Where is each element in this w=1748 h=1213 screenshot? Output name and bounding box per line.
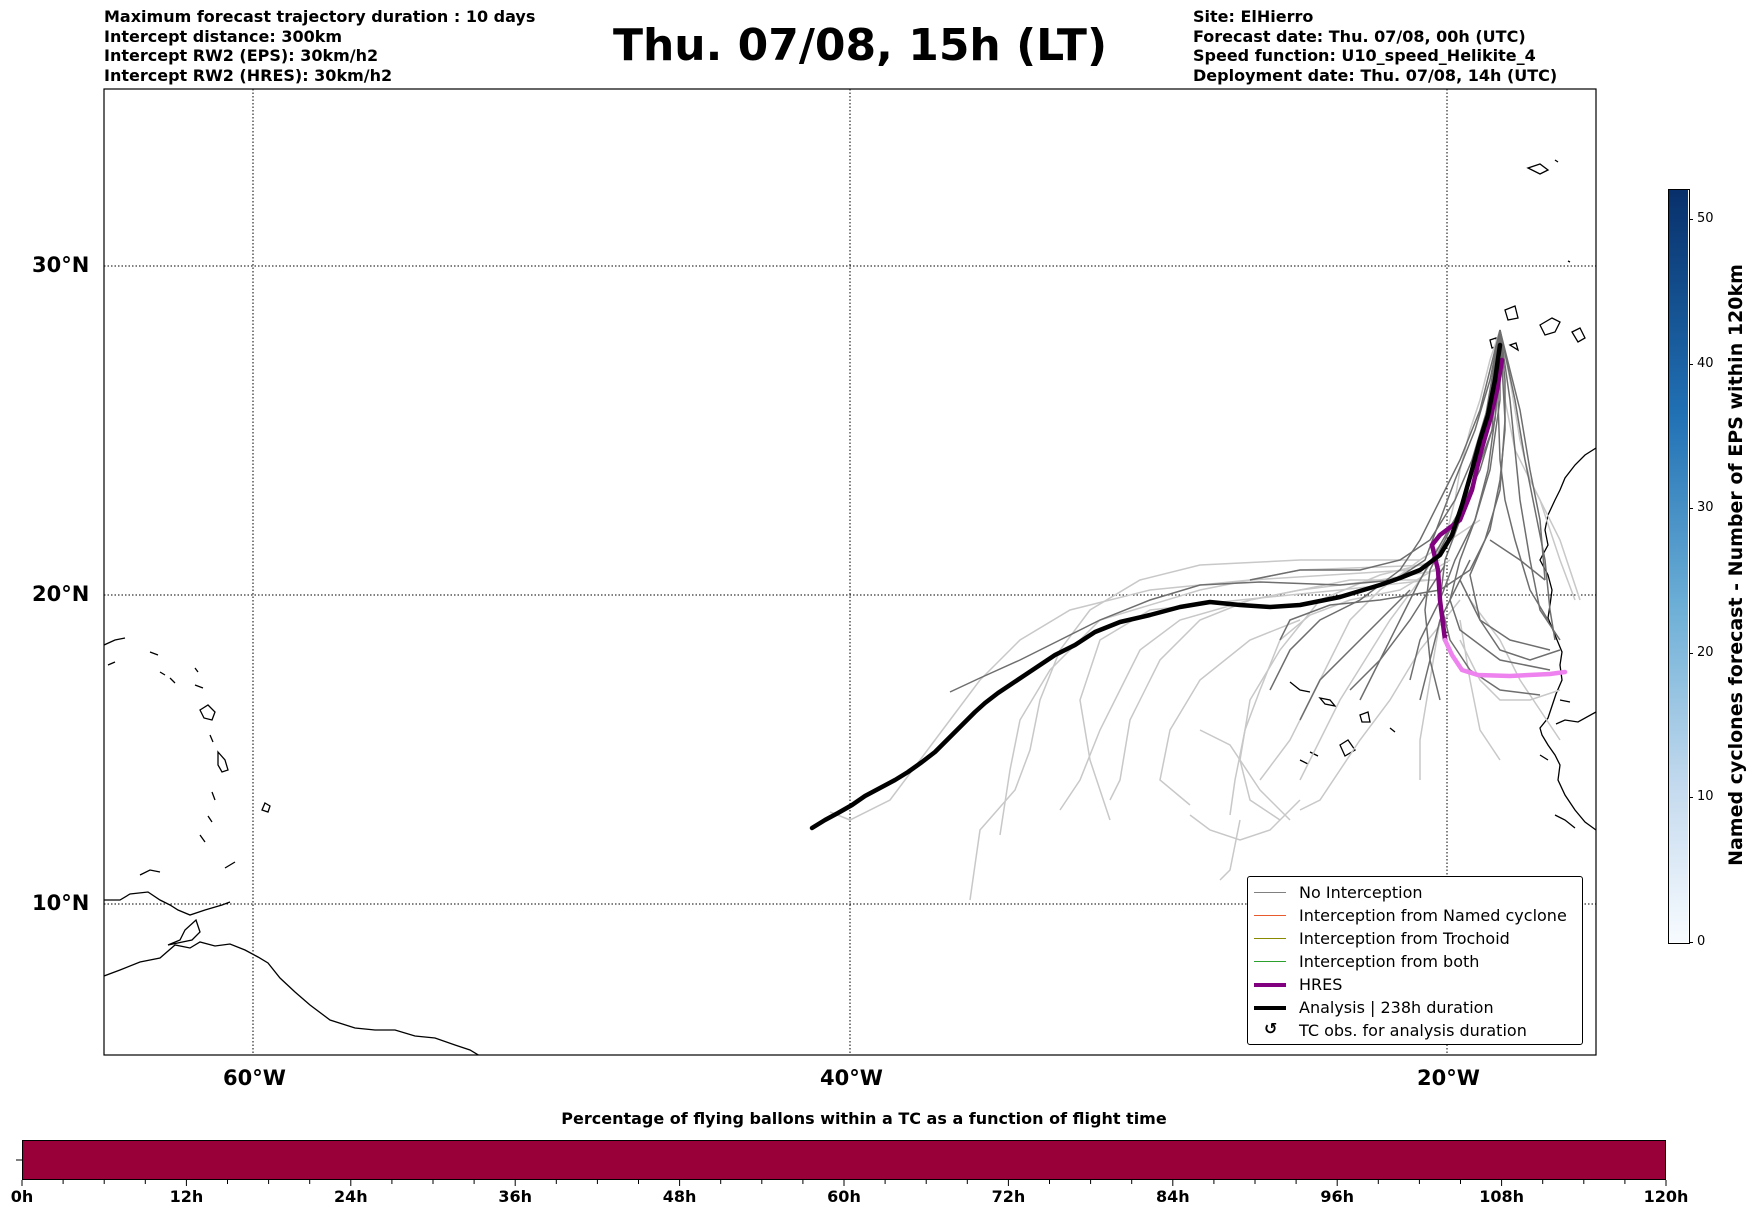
percentage-bar (22, 1140, 1666, 1180)
legend-swatch (1254, 983, 1286, 987)
cyclone-symbol-icon: ↺ (1264, 1019, 1278, 1038)
lon-tick-20w: 20°W (1417, 1066, 1480, 1090)
percentage-bar-tick: 48h (662, 1187, 697, 1206)
colorbar-tick-10: 10 (1697, 789, 1714, 804)
colorbar-fill (1669, 190, 1688, 942)
coast-south-america (104, 941, 480, 1055)
eps-trajectories-light (829, 329, 1581, 901)
percentage-bar-minor-ticks (21, 1180, 1667, 1186)
legend-swatch (1254, 1006, 1286, 1010)
percentage-bar-tick: 84h (1155, 1187, 1190, 1206)
coast-antilles (104, 637, 271, 876)
coast-trinidad (167, 918, 201, 946)
legend-item-both: Interception from both (1248, 952, 1582, 972)
colorbar-label: Named cyclones forecast - Number of EPS … (1725, 264, 1747, 866)
percentage-bar-tick: 60h (827, 1187, 861, 1206)
legend-label: HRES (1299, 975, 1343, 994)
legend-item-analysis: Analysis | 238h duration (1248, 998, 1582, 1018)
percentage-bar-tick: 36h (498, 1187, 533, 1206)
site-name: Site: ElHierro (1193, 7, 1314, 26)
speed-function: Speed function: U10_speed_Helikite_4 (1193, 46, 1536, 65)
colorbar (1668, 189, 1690, 944)
legend-label: Interception from both (1299, 952, 1480, 971)
colorbar-tickmark (1689, 364, 1693, 365)
colorbar-tickmark (1689, 942, 1693, 943)
legend-swatch (1254, 938, 1286, 939)
hres-trajectory-late (1442, 637, 1568, 679)
coast-madeira (1526, 159, 1571, 263)
legend-item-named-cyclone: Interception from Named cyclone (1248, 906, 1582, 926)
param-rw2-eps: Intercept RW2 (EPS): 30km/h2 (104, 46, 379, 65)
colorbar-tickmark (1689, 508, 1693, 509)
eps-trajectories-dark (949, 329, 1561, 721)
forecast-date: Forecast date: Thu. 07/08, 00h (UTC) (1193, 26, 1526, 46)
colorbar-tick-0: 0 (1697, 934, 1706, 949)
coast-cape-verde (1289, 681, 1396, 765)
percentage-bar-tick: 108h (1479, 1187, 1524, 1206)
percentage-bar-title: Percentage of flying ballons within a TC… (561, 1109, 1167, 1128)
coast-guinea-bissau (1539, 699, 1596, 829)
coast-venezuela (104, 891, 231, 916)
lat-tick-30n: 30°N (32, 253, 90, 277)
param-rw2-hres: Intercept RW2 (HRES): 30km/h2 (104, 65, 393, 85)
legend-item-no-interception: No Interception (1248, 883, 1582, 903)
legend-label: Interception from Named cyclone (1299, 906, 1567, 925)
analysis-trajectory (809, 342, 1503, 831)
legend-label: No Interception (1299, 883, 1423, 902)
colorbar-tick-40: 40 (1697, 356, 1714, 371)
colorbar-tick-30: 30 (1697, 500, 1714, 515)
lat-tick-20n: 20°N (32, 582, 90, 606)
legend-label: Analysis | 238h duration (1299, 998, 1494, 1017)
hres-trajectory-early (1429, 357, 1505, 643)
param-duration: Maximum forecast trajectory duration : 1… (104, 7, 536, 26)
coastlines (104, 159, 1596, 1055)
percentage-bar-tick: 0h (10, 1187, 34, 1206)
percentage-bar-tick: 96h (1320, 1187, 1355, 1206)
colorbar-tickmark (1689, 797, 1693, 798)
legend-swatch (1254, 892, 1286, 893)
param-intercept-distance: Intercept distance: 300km (104, 26, 343, 46)
page-title: Thu. 07/08, 15h (LT) (612, 20, 1108, 71)
legend-item-trochoid: Interception from Trochoid (1248, 929, 1582, 949)
forecast-parameters: Maximum forecast trajectory duration : 1… (104, 7, 535, 85)
legend-label: TC obs. for analysis duration (1299, 1021, 1527, 1040)
map-legend: No Interception Interception from Named … (1247, 876, 1583, 1045)
percentage-bar-tick: 12h (169, 1187, 204, 1206)
coast-canaries (1489, 305, 1586, 352)
legend-swatch (1254, 961, 1286, 962)
colorbar-tickmark (1689, 653, 1693, 654)
legend-item-hres: HRES (1248, 975, 1582, 995)
legend-swatch (1254, 915, 1286, 916)
percentage-bar-tick: 72h (991, 1187, 1026, 1206)
lat-tick-10n: 10°N (32, 891, 90, 915)
deployment-date: Deployment date: Thu. 07/08, 14h (UTC) (1193, 65, 1558, 85)
colorbar-tick-20: 20 (1697, 645, 1714, 660)
lon-tick-40w: 40°W (820, 1066, 883, 1090)
lon-tick-60w: 60°W (223, 1066, 286, 1090)
legend-label: Interception from Trochoid (1299, 929, 1510, 948)
coast-west-africa (1539, 447, 1596, 831)
percentage-bar-fill (22, 1140, 1666, 1180)
percentage-bar-tick: 120h (1643, 1187, 1689, 1206)
legend-item-tc-obs: ↺ TC obs. for analysis duration (1248, 1019, 1582, 1041)
colorbar-tick-50: 50 (1697, 211, 1714, 226)
colorbar-tickmark (1689, 219, 1693, 220)
percentage-bar-tick: 24h (333, 1187, 368, 1206)
map-frame (103, 88, 1597, 1056)
site-info: Site: ElHierro Forecast date: Thu. 07/08… (1193, 7, 1557, 85)
